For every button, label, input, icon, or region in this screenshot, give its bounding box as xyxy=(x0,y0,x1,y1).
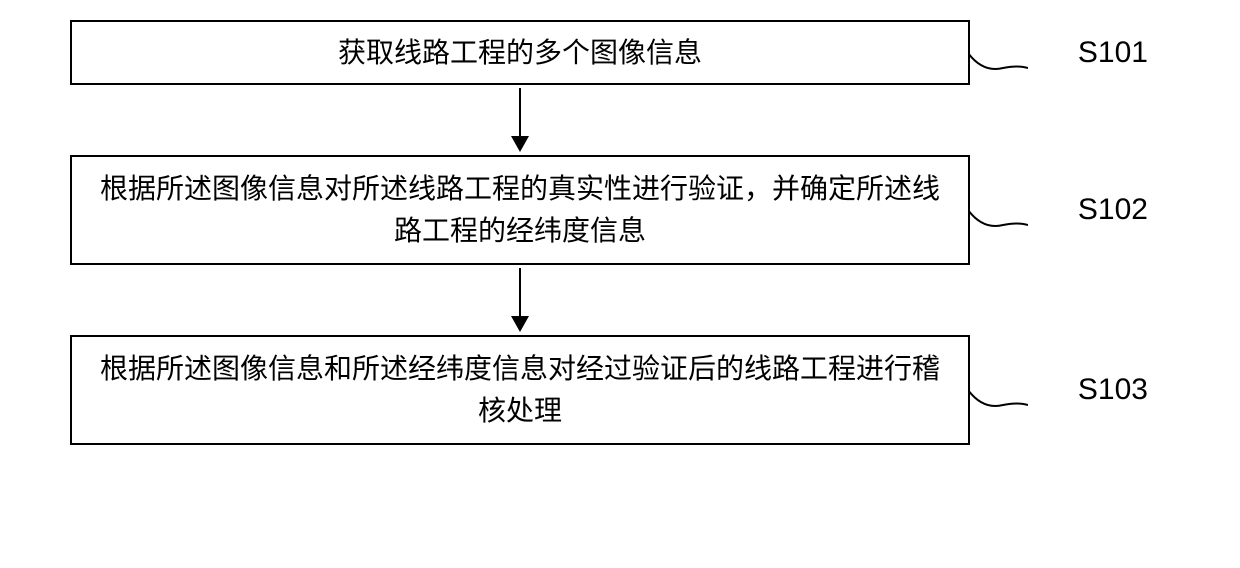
connector-curve-icon xyxy=(968,53,1028,83)
flowchart-container: 获取线路工程的多个图像信息 S101 根据所述图像信息对所述线路工程的真实性进行… xyxy=(70,20,1170,445)
arrow-down-icon xyxy=(70,85,970,155)
arrow-line xyxy=(519,268,521,316)
step-text: 获取线路工程的多个图像信息 xyxy=(338,32,702,74)
connector-curve-icon xyxy=(968,210,1028,240)
step-text: 根据所述图像信息和所述经纬度信息对经过验证后的线路工程进行稽核处理 xyxy=(92,348,948,432)
step-label: S101 xyxy=(1078,36,1148,70)
step-box-s101: 获取线路工程的多个图像信息 S101 xyxy=(70,20,970,85)
arrow-down-icon xyxy=(70,265,970,335)
step-label: S103 xyxy=(1078,373,1148,407)
step-label: S102 xyxy=(1078,193,1148,227)
arrow-head xyxy=(511,316,529,332)
arrow-head xyxy=(511,136,529,152)
step-box-s103: 根据所述图像信息和所述经纬度信息对经过验证后的线路工程进行稽核处理 S103 xyxy=(70,335,970,445)
step-box-s102: 根据所述图像信息对所述线路工程的真实性进行验证，并确定所述线路工程的经纬度信息 … xyxy=(70,155,970,265)
step-text: 根据所述图像信息对所述线路工程的真实性进行验证，并确定所述线路工程的经纬度信息 xyxy=(92,168,948,252)
connector-curve-icon xyxy=(968,390,1028,420)
arrow-line xyxy=(519,88,521,136)
